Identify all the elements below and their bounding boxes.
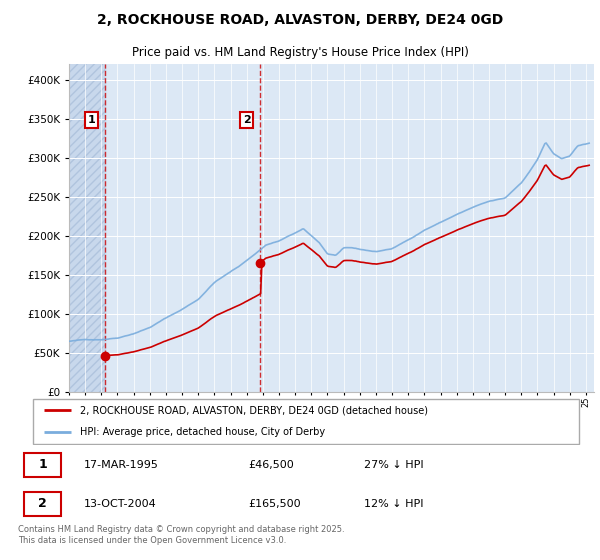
- Text: Price paid vs. HM Land Registry's House Price Index (HPI): Price paid vs. HM Land Registry's House …: [131, 46, 469, 59]
- Text: 1: 1: [38, 458, 47, 471]
- Text: 27% ↓ HPI: 27% ↓ HPI: [364, 460, 423, 470]
- Text: £165,500: £165,500: [248, 499, 301, 509]
- Bar: [24, 492, 61, 516]
- Text: 1: 1: [88, 115, 95, 125]
- Text: 2, ROCKHOUSE ROAD, ALVASTON, DERBY, DE24 0GD: 2, ROCKHOUSE ROAD, ALVASTON, DERBY, DE24…: [97, 13, 503, 27]
- Text: HPI: Average price, detached house, City of Derby: HPI: Average price, detached house, City…: [80, 427, 325, 437]
- Text: 17-MAR-1995: 17-MAR-1995: [84, 460, 159, 470]
- Text: 13-OCT-2004: 13-OCT-2004: [84, 499, 157, 509]
- Text: 2, ROCKHOUSE ROAD, ALVASTON, DERBY, DE24 0GD (detached house): 2, ROCKHOUSE ROAD, ALVASTON, DERBY, DE24…: [80, 405, 428, 416]
- Text: Contains HM Land Registry data © Crown copyright and database right 2025.
This d: Contains HM Land Registry data © Crown c…: [18, 525, 344, 545]
- Text: £46,500: £46,500: [248, 460, 294, 470]
- Bar: [24, 452, 61, 477]
- Text: 2: 2: [38, 497, 47, 511]
- Text: 12% ↓ HPI: 12% ↓ HPI: [364, 499, 423, 509]
- Text: 2: 2: [243, 115, 251, 125]
